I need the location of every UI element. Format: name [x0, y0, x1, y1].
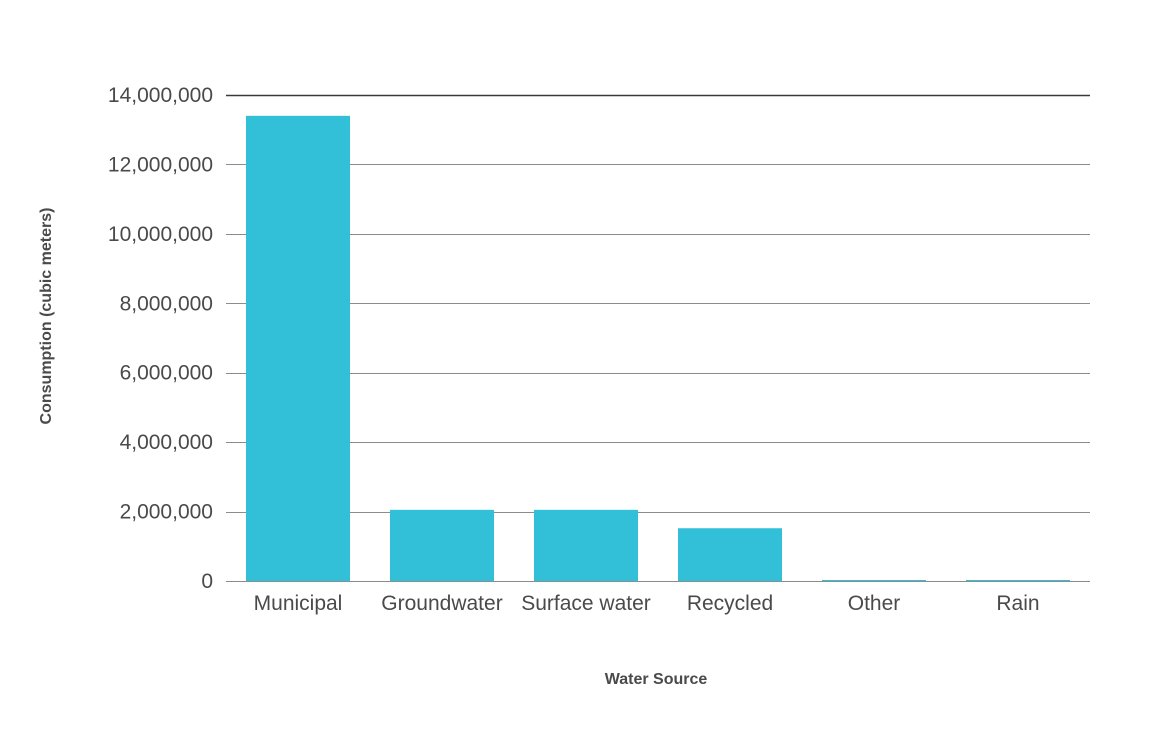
x-tick-label: Municipal [254, 592, 343, 615]
y-tick-label: 4,000,000 [120, 431, 213, 454]
x-tick-label: Other [848, 592, 901, 615]
y-tick-label: 6,000,000 [120, 362, 213, 385]
bar-surface-water [534, 509, 638, 581]
y-tick-label: 12,000,000 [108, 153, 213, 176]
x-tick-label: Rain [996, 592, 1039, 615]
y-tick-label: 0 [201, 570, 213, 593]
bar-recycled [678, 528, 782, 581]
bar-groundwater [390, 509, 494, 581]
y-axis-tick-labels: 0 2,000,000 4,000,000 6,000,000 8,000,000 10,… [108, 84, 213, 593]
y-tick-label: 2,000,000 [120, 501, 213, 524]
y-tick-label: 8,000,000 [120, 292, 213, 315]
x-tick-label: Groundwater [381, 592, 502, 615]
x-tick-label: Recycled [687, 592, 773, 615]
bar-other [822, 580, 926, 581]
x-axis-title: Water Source [605, 671, 708, 688]
gridlines [226, 94, 1090, 582]
bar-rain [966, 580, 1070, 581]
bars [246, 115, 1070, 581]
x-tick-label: Surface water [521, 592, 651, 615]
bar-municipal [246, 115, 350, 581]
y-tick-label: 14,000,000 [108, 84, 213, 107]
y-tick-label: 10,000,000 [108, 223, 213, 246]
y-axis-title: Consumption (cubic meters) [38, 208, 55, 425]
x-axis-tick-labels: Municipal Groundwater Surface water Recycle… [254, 592, 1040, 615]
